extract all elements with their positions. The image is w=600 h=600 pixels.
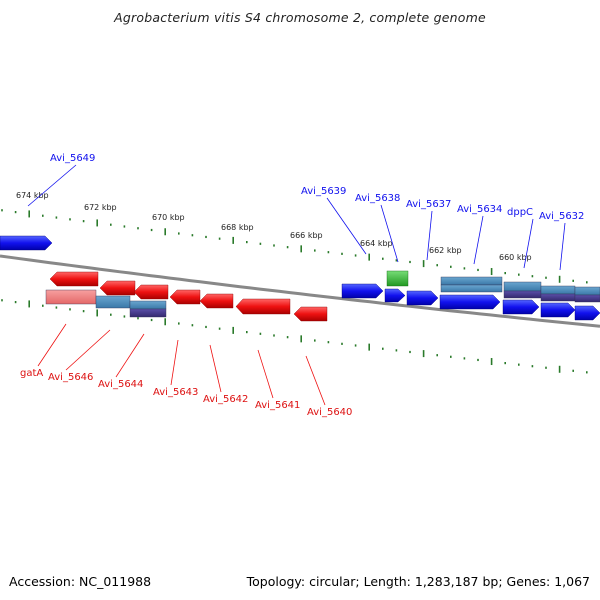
forward-gene-arrow bbox=[341, 283, 384, 299]
gene-label-avi_5638: Avi_5638 bbox=[355, 193, 400, 204]
leader-line bbox=[170, 339, 179, 386]
leader-line bbox=[37, 323, 67, 367]
outer-scale-ticks bbox=[1, 209, 588, 284]
gene-label-avi_5644: Avi_5644 bbox=[98, 379, 143, 390]
cds-band bbox=[574, 286, 600, 296]
gene-label-avi_5646: Avi_5646 bbox=[48, 372, 93, 383]
forward-gene-arrow bbox=[439, 294, 501, 310]
cds-band-gatA bbox=[45, 289, 97, 305]
gene-labels: Avi_5649 Avi_5639 Avi_5638 Avi_5637 Avi_5634… bbox=[20, 153, 584, 418]
leader-line bbox=[473, 215, 484, 265]
cds-band-dark bbox=[129, 308, 167, 318]
backbone-line bbox=[0, 254, 600, 328]
reverse-gene-arrow bbox=[133, 284, 169, 300]
forward-gene-arrow bbox=[502, 299, 540, 315]
cds-band bbox=[540, 285, 576, 295]
leader-line bbox=[27, 164, 77, 207]
reverse-gene-arrow bbox=[99, 280, 136, 296]
scale-label: 664 kbp bbox=[360, 239, 393, 248]
cds-band-dark bbox=[503, 290, 542, 299]
reverse-gene-arrow bbox=[293, 306, 328, 322]
leader-line bbox=[257, 349, 274, 399]
gene-label-gata: gatA bbox=[20, 368, 43, 379]
scale-label: 668 kbp bbox=[221, 223, 254, 232]
forward-gene-arrow bbox=[574, 305, 600, 321]
scale-label: 670 kbp bbox=[152, 213, 185, 222]
scale-label: 662 kbp bbox=[429, 246, 462, 255]
forward-gene-arrow bbox=[406, 290, 439, 306]
gene-label-avi_5641: Avi_5641 bbox=[255, 400, 300, 411]
scale-label: 672 kbp bbox=[84, 203, 117, 212]
rna-feature bbox=[386, 270, 409, 287]
leader-line bbox=[305, 355, 326, 406]
gene-label-avi_5640: Avi_5640 bbox=[307, 407, 352, 418]
forward-gene-arrow bbox=[384, 288, 406, 303]
map-title: Agrobacterium vitis S4 chromosome 2, com… bbox=[114, 10, 486, 25]
reverse-gene-arrow bbox=[235, 298, 291, 315]
gene-features bbox=[0, 235, 600, 322]
scale-label: 660 kbp bbox=[499, 253, 532, 262]
leader-line bbox=[559, 222, 566, 271]
forward-gene-arrow bbox=[0, 235, 53, 251]
reverse-gene-arrow bbox=[49, 271, 99, 287]
gene-label-avi_5632: Avi_5632 bbox=[539, 211, 584, 222]
cds-band bbox=[129, 300, 167, 310]
leader-line bbox=[326, 197, 367, 255]
scale-label: 674 kbp bbox=[16, 191, 49, 200]
scale-labels: 674 kbp 672 kbp 670 kbp 668 kbp 666 kbp 664 k… bbox=[16, 191, 532, 262]
cds-band-dark bbox=[574, 294, 600, 303]
chromosome-backbone bbox=[0, 254, 600, 328]
scale-label: 666 kbp bbox=[290, 231, 323, 240]
reverse-gene-arrow bbox=[169, 289, 201, 305]
gene-label-avi_5649: Avi_5649 bbox=[50, 153, 95, 164]
leader-line bbox=[209, 344, 222, 393]
leader-line bbox=[426, 210, 433, 261]
label-leader-lines bbox=[27, 164, 566, 406]
accession-text: Accession: NC_011988 bbox=[9, 574, 152, 589]
cds-band bbox=[95, 295, 131, 309]
reverse-gene-arrow bbox=[199, 293, 234, 309]
cds-band bbox=[440, 284, 503, 293]
gene-label-avi_5637: Avi_5637 bbox=[406, 199, 451, 210]
cds-band-dark bbox=[540, 293, 576, 302]
topology-text: Topology: circular; Length: 1,283,187 bp… bbox=[246, 574, 590, 589]
gene-label-avi_5639: Avi_5639 bbox=[301, 186, 346, 197]
leader-line bbox=[523, 218, 534, 269]
leader-line bbox=[65, 329, 111, 371]
gene-label-dppc: dppC bbox=[507, 207, 533, 218]
cds-band bbox=[440, 276, 503, 286]
inner-scale-ticks bbox=[1, 299, 588, 374]
forward-gene-arrow bbox=[540, 302, 576, 318]
gene-label-avi_5634: Avi_5634 bbox=[457, 204, 502, 215]
leader-line bbox=[115, 333, 145, 378]
cds-bands bbox=[45, 276, 600, 318]
cds-band bbox=[503, 281, 542, 292]
gene-label-avi_5643: Avi_5643 bbox=[153, 387, 198, 398]
leader-line bbox=[380, 204, 399, 263]
gene-label-avi_5642: Avi_5642 bbox=[203, 394, 248, 405]
